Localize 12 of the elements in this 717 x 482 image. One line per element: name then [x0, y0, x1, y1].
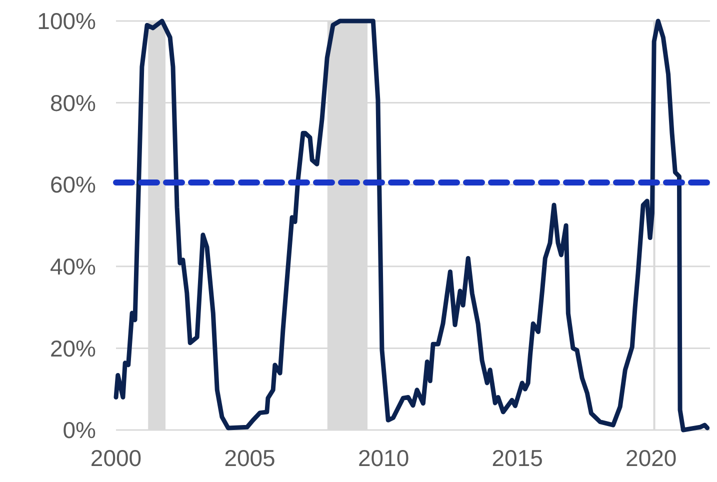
x-tick-label: 2010	[358, 445, 410, 471]
x-tick-label: 2015	[492, 445, 543, 471]
y-tick-label: 100%	[37, 8, 96, 34]
y-tick-label: 60%	[50, 172, 96, 198]
y-tick-label: 40%	[50, 253, 96, 280]
y-tick-label: 80%	[50, 90, 96, 116]
line-series	[114, 18, 710, 432]
x-tick-label: 2020	[626, 445, 677, 471]
y-tick-label: 0%	[62, 417, 96, 444]
x-tick-label: 2000	[90, 445, 142, 471]
y-tick-label: 20%	[50, 335, 96, 362]
x-tick-label: 2005	[224, 445, 276, 471]
